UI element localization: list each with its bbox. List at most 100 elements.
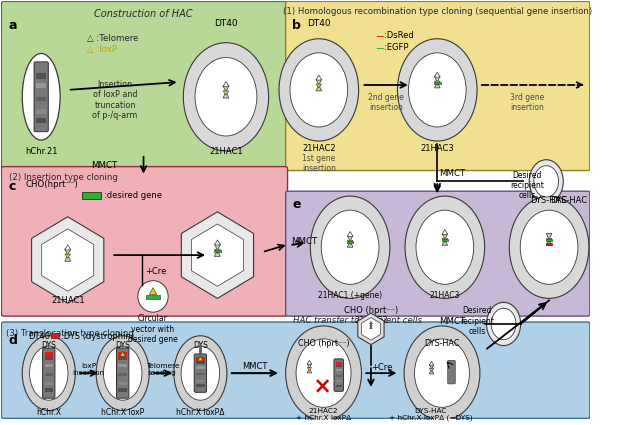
Text: :EGFP: :EGFP — [384, 42, 409, 52]
Text: 21HAC3: 21HAC3 — [420, 144, 454, 153]
Bar — [196, 380, 205, 382]
Text: 21HAC2
+ hChr.X loxPΔ: 21HAC2 + hChr.X loxPΔ — [296, 408, 351, 421]
Text: MMCT: MMCT — [242, 362, 267, 371]
FancyBboxPatch shape — [1, 1, 288, 170]
Polygon shape — [42, 229, 94, 291]
Text: MMCT: MMCT — [440, 317, 466, 326]
Text: HAC transfer to recipient cells: HAC transfer to recipient cells — [293, 316, 422, 325]
Polygon shape — [307, 363, 312, 368]
Text: Telomere
seeding: Telomere seeding — [146, 363, 179, 376]
Ellipse shape — [405, 196, 484, 298]
Text: :DsRed: :DsRed — [384, 31, 414, 40]
Bar — [36, 74, 47, 79]
Bar — [336, 380, 342, 382]
Ellipse shape — [174, 336, 227, 411]
Text: 21HAC1: 21HAC1 — [51, 296, 84, 306]
Ellipse shape — [486, 302, 520, 346]
FancyBboxPatch shape — [1, 322, 590, 418]
Polygon shape — [149, 288, 156, 295]
Bar — [36, 83, 47, 88]
Bar — [119, 357, 127, 360]
Text: DT40: DT40 — [214, 19, 238, 28]
Text: △ :loxP: △ :loxP — [87, 45, 117, 54]
Ellipse shape — [404, 326, 480, 420]
Text: a: a — [8, 19, 17, 32]
Polygon shape — [32, 217, 104, 303]
Text: ─: ─ — [376, 31, 383, 41]
Ellipse shape — [30, 346, 68, 400]
Bar — [82, 192, 101, 199]
Text: 21HAC3: 21HAC3 — [430, 291, 460, 300]
Bar — [214, 249, 221, 252]
Polygon shape — [181, 212, 253, 298]
Bar — [546, 239, 553, 241]
Bar — [546, 243, 553, 245]
Bar — [119, 373, 127, 376]
Bar — [336, 369, 342, 371]
Text: Construction of HAC: Construction of HAC — [94, 9, 193, 19]
Polygon shape — [358, 313, 384, 345]
Text: DYS-HAC: DYS-HAC — [530, 196, 568, 205]
Text: +Cre: +Cre — [371, 363, 392, 372]
FancyBboxPatch shape — [194, 354, 207, 392]
Polygon shape — [223, 92, 229, 98]
Text: (2) Insertion type cloning: (2) Insertion type cloning — [9, 173, 118, 182]
Ellipse shape — [534, 166, 559, 197]
Bar — [196, 385, 205, 387]
Bar — [119, 388, 127, 391]
Polygon shape — [546, 238, 552, 242]
Text: d: d — [8, 334, 17, 347]
Polygon shape — [546, 239, 552, 245]
Text: 21HAC1 (+gene): 21HAC1 (+gene) — [318, 291, 382, 300]
Polygon shape — [307, 368, 312, 371]
Ellipse shape — [296, 339, 351, 407]
Text: 2nd gene
insertion: 2nd gene insertion — [368, 93, 404, 112]
FancyBboxPatch shape — [334, 359, 343, 391]
Text: DYS: DYS — [116, 341, 130, 350]
Text: Circular
vector with
desired gene: Circular vector with desired gene — [128, 314, 178, 344]
Bar — [442, 239, 448, 241]
Polygon shape — [347, 235, 353, 241]
Text: △ :Telomere: △ :Telomere — [87, 34, 138, 43]
Polygon shape — [120, 351, 125, 356]
Ellipse shape — [529, 160, 563, 203]
Polygon shape — [369, 323, 372, 326]
Ellipse shape — [409, 53, 466, 127]
Bar — [36, 109, 47, 113]
FancyBboxPatch shape — [448, 360, 455, 384]
Bar — [45, 373, 53, 376]
Bar — [336, 365, 342, 367]
FancyBboxPatch shape — [1, 167, 288, 316]
Text: 21HAC1: 21HAC1 — [209, 147, 243, 156]
Text: Desired
recipient
cells: Desired recipient cells — [510, 170, 544, 200]
Bar — [119, 364, 127, 367]
Polygon shape — [429, 368, 434, 371]
Text: DYS: DYS — [42, 341, 57, 350]
Polygon shape — [191, 224, 243, 286]
Polygon shape — [347, 241, 353, 247]
Polygon shape — [369, 321, 372, 324]
Polygon shape — [442, 233, 448, 239]
Text: MMCT: MMCT — [91, 161, 117, 170]
Text: ─: ─ — [376, 42, 383, 53]
Text: CHO(hprt⁻⁻): CHO(hprt⁻⁻) — [25, 180, 78, 190]
Polygon shape — [214, 240, 220, 245]
FancyBboxPatch shape — [117, 348, 129, 398]
Text: +Cre: +Cre — [145, 267, 167, 276]
Bar — [45, 388, 53, 391]
Text: CHO (hprt⁻⁻): CHO (hprt⁻⁻) — [297, 339, 350, 348]
Bar — [119, 382, 127, 385]
Text: (3) Translocation type cloning: (3) Translocation type cloning — [6, 329, 134, 338]
Polygon shape — [214, 250, 220, 256]
Text: :DYS (dystrophin): :DYS (dystrophin) — [61, 332, 134, 341]
Text: hChr.X: hChr.X — [36, 408, 61, 416]
Text: 21HAC2: 21HAC2 — [302, 144, 335, 153]
Text: Insertion
of loxP and
truncation
of p-/q-arm: Insertion of loxP and truncation of p-/q… — [93, 80, 138, 120]
FancyBboxPatch shape — [286, 191, 590, 316]
Polygon shape — [435, 82, 440, 88]
Bar — [45, 352, 53, 357]
Polygon shape — [546, 233, 552, 239]
Text: DYS-HAC: DYS-HAC — [550, 196, 587, 205]
Text: c: c — [8, 180, 16, 193]
Ellipse shape — [183, 42, 269, 151]
